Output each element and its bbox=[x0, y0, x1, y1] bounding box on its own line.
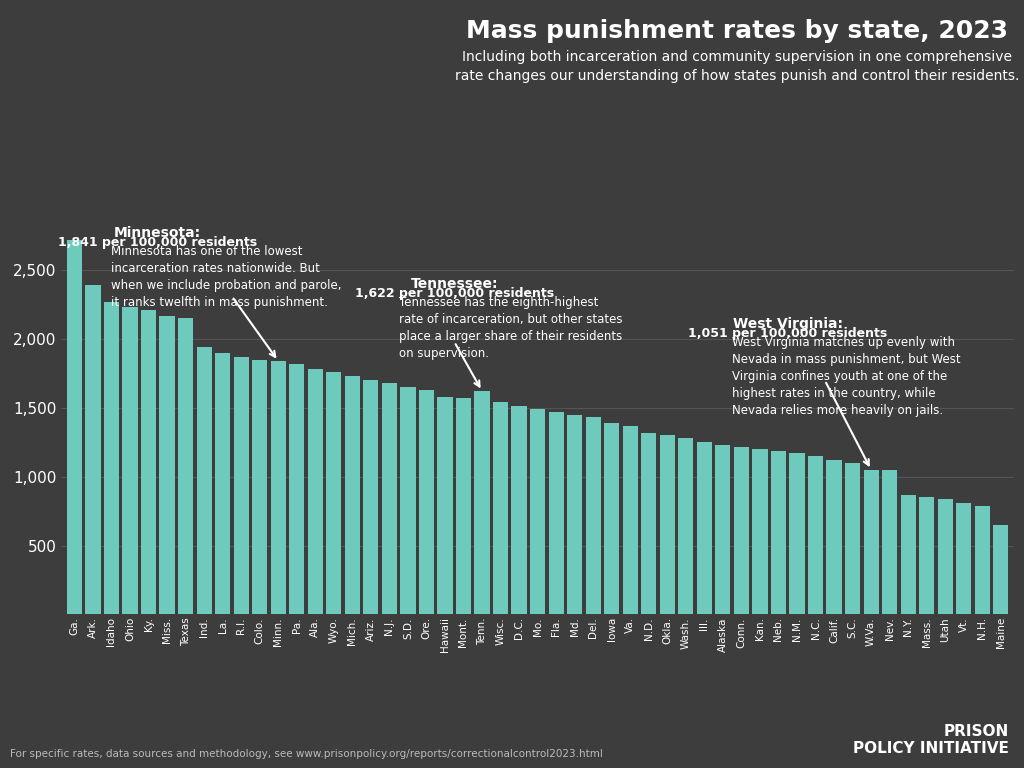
Bar bbox=[790, 453, 805, 614]
Text: Mass punishment rates by state, 2023: Mass punishment rates by state, 2023 bbox=[466, 19, 1009, 43]
Bar bbox=[900, 495, 915, 614]
Bar bbox=[437, 397, 453, 614]
Bar bbox=[993, 525, 1009, 614]
Bar bbox=[920, 497, 934, 614]
Bar bbox=[327, 372, 341, 614]
Bar bbox=[863, 470, 879, 614]
Bar bbox=[289, 364, 304, 614]
Bar bbox=[252, 359, 267, 614]
Bar bbox=[123, 307, 137, 614]
Bar bbox=[160, 316, 175, 614]
Bar bbox=[511, 406, 526, 614]
Bar bbox=[197, 347, 212, 614]
Text: Including both incarceration and community supervision in one comprehensive
rate: Including both incarceration and communi… bbox=[455, 50, 1020, 84]
Text: Minnesota:: Minnesota: bbox=[115, 226, 202, 240]
Bar bbox=[215, 353, 230, 614]
Bar bbox=[771, 452, 786, 614]
Bar bbox=[456, 398, 471, 614]
Text: 1,841 per 100,000 residents: 1,841 per 100,000 residents bbox=[58, 236, 257, 249]
Bar bbox=[419, 390, 434, 614]
Bar bbox=[85, 285, 100, 614]
Bar bbox=[956, 503, 972, 614]
Bar bbox=[938, 498, 952, 614]
Text: 1,622 per 100,000 residents: 1,622 per 100,000 residents bbox=[354, 286, 554, 300]
Bar bbox=[882, 470, 897, 614]
Bar bbox=[233, 357, 249, 614]
Bar bbox=[67, 240, 82, 614]
Text: PRISON
POLICY INITIATIVE: PRISON POLICY INITIATIVE bbox=[853, 724, 1009, 756]
Bar bbox=[400, 387, 416, 614]
Bar bbox=[345, 376, 359, 614]
Bar bbox=[493, 402, 508, 614]
Text: Minnesota has one of the lowest
incarceration rates nationwide. But
when we incl: Minnesota has one of the lowest incarcer… bbox=[112, 245, 342, 310]
Bar bbox=[641, 432, 656, 614]
Bar bbox=[364, 380, 379, 614]
Bar bbox=[474, 392, 489, 614]
Bar bbox=[678, 438, 693, 614]
Bar bbox=[103, 302, 119, 614]
Bar bbox=[307, 369, 323, 614]
Bar bbox=[623, 425, 638, 614]
Bar bbox=[567, 415, 583, 614]
Bar bbox=[716, 445, 730, 614]
Text: Tennessee:: Tennessee: bbox=[411, 277, 498, 291]
Text: 1,051 per 100,000 residents: 1,051 per 100,000 residents bbox=[688, 326, 888, 339]
Text: West Virginia matches up evenly with
Nevada in mass punishment, but West
Virgini: West Virginia matches up evenly with Nev… bbox=[732, 336, 961, 417]
Bar bbox=[734, 447, 749, 614]
Bar bbox=[604, 423, 620, 614]
Bar bbox=[753, 449, 768, 614]
Bar bbox=[270, 361, 286, 614]
Text: For specific rates, data sources and methodology, see www.prisonpolicy.org/repor: For specific rates, data sources and met… bbox=[10, 749, 603, 759]
Text: West Virginia:: West Virginia: bbox=[733, 317, 843, 331]
Bar bbox=[586, 418, 601, 614]
Bar bbox=[808, 456, 823, 614]
Bar bbox=[845, 463, 860, 614]
Bar bbox=[178, 318, 194, 614]
Text: Tennessee has the eighth-highest
rate of incarceration, but other states
place a: Tennessee has the eighth-highest rate of… bbox=[398, 296, 623, 360]
Bar bbox=[696, 442, 712, 614]
Bar bbox=[826, 460, 842, 614]
Bar bbox=[975, 505, 990, 614]
Bar bbox=[530, 409, 545, 614]
Bar bbox=[549, 412, 564, 614]
Bar bbox=[141, 310, 156, 614]
Bar bbox=[659, 435, 675, 614]
Bar bbox=[382, 383, 397, 614]
